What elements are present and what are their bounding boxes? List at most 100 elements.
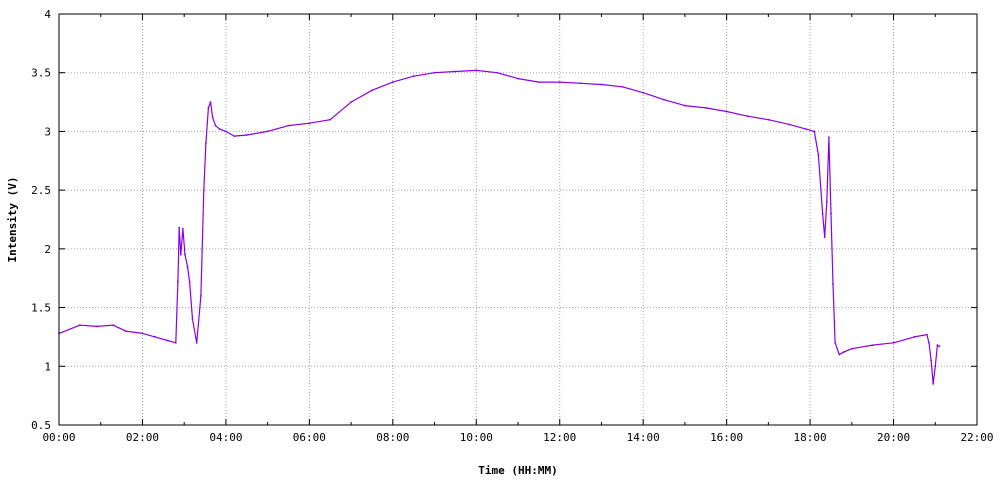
data-point — [79, 324, 81, 327]
data-point — [202, 189, 205, 192]
data-point — [825, 201, 828, 203]
data-point — [179, 253, 182, 256]
data-point — [141, 332, 144, 335]
data-point — [245, 134, 248, 136]
data-point — [932, 383, 935, 385]
data-point — [391, 81, 394, 83]
x-tick-label: 20:00 — [877, 431, 910, 444]
data-point — [371, 89, 373, 92]
grid-lines — [59, 14, 977, 425]
data-point — [200, 294, 202, 297]
x-axis-title: Time (HH:MM) — [478, 464, 557, 477]
data-point — [817, 154, 820, 156]
y-tick-label: 1.5 — [31, 302, 51, 315]
data-point — [830, 212, 832, 215]
data-point — [517, 77, 519, 80]
data-point — [684, 104, 686, 107]
data-point — [154, 336, 156, 338]
data-point — [454, 70, 457, 73]
data-point — [538, 81, 540, 83]
y-tick-label: 3 — [44, 125, 51, 138]
data-point — [195, 341, 198, 344]
data-point — [475, 69, 478, 72]
data-point — [178, 226, 181, 229]
series-line — [58, 69, 940, 385]
data-point — [207, 107, 210, 109]
y-tick-label: 3.5 — [31, 67, 51, 80]
data-point — [177, 280, 179, 283]
data-point — [112, 324, 115, 327]
data-point — [558, 81, 561, 83]
data-point — [209, 101, 212, 103]
data-point — [166, 339, 169, 342]
data-point — [913, 336, 916, 338]
data-point — [850, 347, 853, 350]
data-point — [496, 71, 498, 74]
x-tick-label: 16:00 — [710, 431, 743, 444]
data-point — [433, 71, 436, 74]
y-tick-label: 4 — [44, 8, 51, 21]
data-point — [928, 341, 930, 344]
data-point — [838, 353, 841, 356]
data-point — [191, 318, 194, 321]
data-point — [746, 115, 749, 118]
data-point — [205, 142, 207, 145]
data-point — [834, 341, 836, 344]
data-point — [211, 116, 214, 119]
data-point — [287, 124, 290, 127]
y-axis-title: Intensity (V) — [6, 176, 19, 262]
data-point — [938, 345, 941, 348]
plot-frame — [58, 13, 978, 426]
data-point — [805, 128, 807, 131]
x-tick-label: 02:00 — [126, 431, 159, 444]
data-point — [642, 91, 645, 94]
data-point — [663, 98, 665, 101]
data-point — [329, 118, 332, 121]
x-tick-label: 14:00 — [627, 431, 660, 444]
x-tick-label: 22:00 — [960, 431, 993, 444]
y-tick-label: 2.5 — [31, 184, 51, 197]
x-tick-label: 04:00 — [209, 431, 242, 444]
data-point — [936, 344, 939, 346]
data-point — [218, 128, 221, 131]
x-tick-label: 00:00 — [42, 431, 75, 444]
data-point — [182, 228, 184, 230]
data-point — [813, 130, 816, 133]
data-point — [266, 130, 269, 133]
data-point — [930, 359, 932, 362]
data-point — [350, 101, 352, 103]
data-point — [828, 136, 830, 139]
data-point — [725, 110, 728, 113]
data-point — [621, 85, 624, 88]
x-tick-label: 06:00 — [293, 431, 326, 444]
data-point — [225, 130, 227, 133]
data-point — [832, 283, 834, 285]
data-point — [233, 135, 236, 138]
data-point — [308, 122, 311, 125]
data-point — [823, 236, 826, 239]
data-point — [579, 82, 582, 85]
data-point — [124, 330, 127, 332]
data-point — [871, 344, 874, 346]
data-point — [184, 253, 186, 256]
y-tick-label: 2 — [44, 243, 51, 256]
data-point — [892, 341, 895, 344]
data-point — [95, 325, 98, 328]
data-point — [174, 341, 177, 344]
data-point — [186, 265, 189, 268]
data-point — [188, 280, 191, 283]
data-point — [821, 212, 824, 215]
data-point — [767, 118, 770, 121]
x-tick-label: 08:00 — [376, 431, 409, 444]
x-tick-label: 10:00 — [460, 431, 493, 444]
data-point — [214, 124, 217, 127]
data-point — [600, 83, 603, 86]
x-tick-label: 12:00 — [543, 431, 576, 444]
data-point — [842, 351, 845, 354]
data-point — [934, 365, 937, 368]
series-layer — [58, 69, 941, 385]
data-point — [412, 75, 415, 78]
y-tick-label: 0.5 — [31, 419, 51, 432]
axis-ticks: 00:00 02:00 04:00 06:00 08:00 10:00 12:00 14:00… — [31, 8, 993, 444]
